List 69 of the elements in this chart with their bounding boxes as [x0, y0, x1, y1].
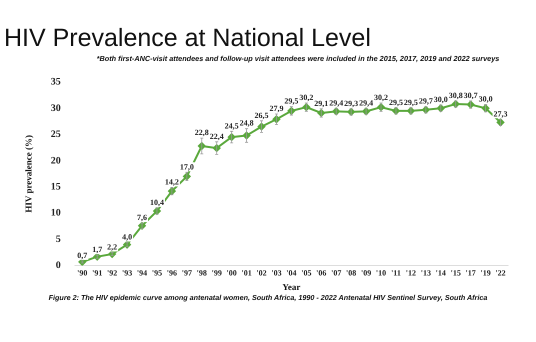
- data-label: 4,0: [122, 232, 132, 242]
- x-tick-label: '11: [391, 268, 401, 278]
- x-tick-label: '06: [316, 268, 326, 278]
- x-tick-label: '03: [271, 268, 282, 278]
- data-label: 27,9: [269, 104, 284, 114]
- x-tick-label: '97: [182, 268, 192, 278]
- y-axis-title: HIV prevalence (%): [24, 134, 34, 213]
- data-label: 26,5: [254, 110, 269, 120]
- data-label: 30,2: [374, 93, 388, 102]
- x-tick-label: '08: [346, 268, 356, 278]
- x-tick-label: '09: [360, 268, 372, 278]
- x-tick-label: '12: [406, 268, 416, 278]
- x-tick-label: '14: [436, 268, 446, 278]
- data-label: 30,2: [299, 93, 314, 102]
- x-axis-title: Year: [282, 282, 300, 292]
- y-tick-label: 20: [50, 155, 61, 166]
- x-tick-label: '22: [495, 268, 506, 278]
- chart-title: HIV Prevalence at National Level: [4, 24, 371, 53]
- data-label: 24,8: [240, 118, 254, 128]
- data-label: 22,8: [194, 128, 209, 138]
- data-label: 10,4: [150, 198, 164, 207]
- data-label: 29,5: [388, 98, 403, 107]
- y-tick-label: 35: [50, 76, 61, 88]
- x-tick-label: '15: [450, 268, 461, 278]
- x-tick-label: '04: [286, 268, 297, 278]
- x-tick-label: '99: [212, 268, 222, 278]
- data-label: 29,1: [314, 98, 328, 108]
- data-label: 29,4: [359, 98, 374, 108]
- y-tick-label: 10: [50, 208, 61, 219]
- data-label: 29,7: [418, 96, 433, 106]
- y-tick-label: 25: [50, 129, 61, 140]
- x-tick-label: '00: [226, 268, 237, 278]
- x-tick-label: '10: [376, 268, 386, 278]
- x-tick-label: '90: [77, 268, 88, 278]
- data-label: 30,0: [478, 94, 493, 104]
- data-label: 17,0: [180, 162, 194, 172]
- data-label: 30,8: [448, 90, 463, 100]
- data-label: 29,5: [404, 98, 418, 107]
- x-tick-label: '95: [152, 268, 162, 278]
- x-tick-label: '98: [196, 268, 207, 278]
- data-label: 29,5: [284, 96, 298, 106]
- data-label: 0,7: [77, 250, 88, 260]
- data-label: 29,3: [344, 98, 358, 108]
- data-label: 7,6: [137, 213, 148, 222]
- data-label: 29,4: [329, 98, 344, 108]
- x-tick-label: '05: [301, 268, 312, 278]
- data-label: 27,3: [494, 109, 508, 118]
- x-tick-label: '93: [122, 268, 132, 278]
- data-label: 30,0: [434, 95, 448, 104]
- y-tick-label: 0: [56, 260, 61, 272]
- x-tick-label: '07: [331, 268, 342, 278]
- y-tick-label: 15: [50, 181, 61, 192]
- x-tick-label: '02: [256, 268, 267, 278]
- x-tick-label: '13: [420, 268, 431, 278]
- data-label: 30,7: [464, 90, 478, 100]
- x-tick-label: '92: [107, 268, 118, 278]
- x-tick-label: '94: [136, 268, 148, 278]
- data-label: 14,2: [164, 178, 179, 186]
- x-tick-label: '19: [480, 268, 491, 278]
- x-tick-label: '96: [166, 268, 178, 278]
- y-tick-label: 30: [50, 102, 61, 114]
- data-label: 2,2: [107, 242, 118, 252]
- x-tick-label: '91: [92, 268, 102, 278]
- x-tick-label: '17: [466, 268, 476, 278]
- data-label: 22,4: [210, 132, 224, 141]
- y-tick-label: 5: [56, 234, 61, 245]
- data-label: 1,7: [92, 245, 102, 254]
- data-label: 24,5: [224, 121, 239, 130]
- x-tick-label: '01: [241, 268, 252, 278]
